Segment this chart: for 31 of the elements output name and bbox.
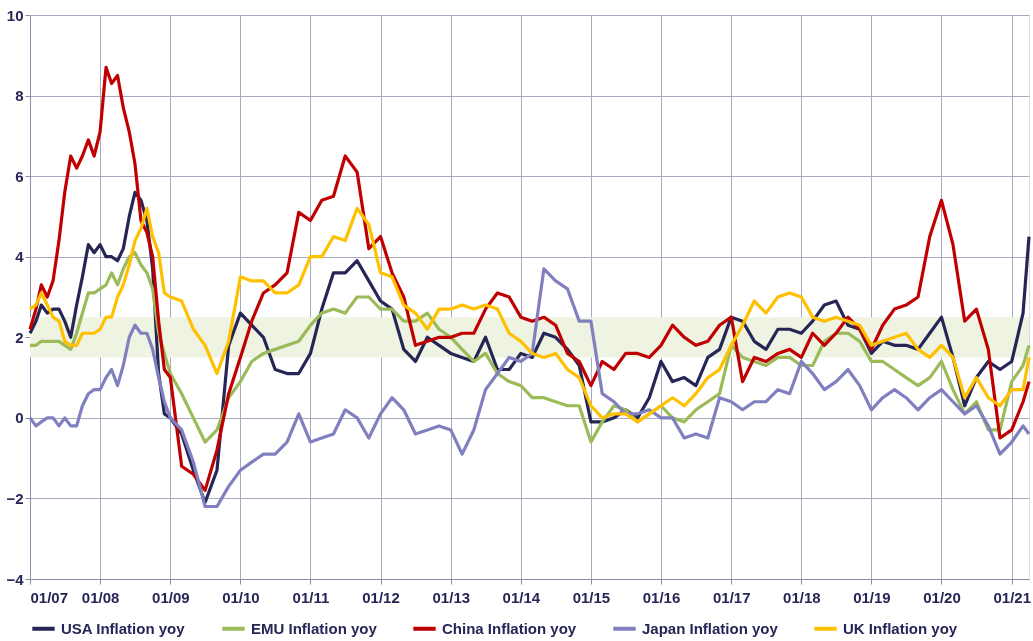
x-tick-label: 01/14: [502, 588, 541, 606]
legend-label: China Inflation yoy: [442, 619, 577, 637]
y-tick-label: −2: [6, 489, 24, 507]
x-tick-label: 01/09: [152, 588, 190, 606]
legend-label: UK Inflation yoy: [843, 619, 958, 637]
line-series: [28, 206, 1031, 424]
x-tick-label: 01/19: [853, 588, 891, 606]
x-tick-label: 01/08: [81, 588, 120, 606]
line-series: [28, 65, 1031, 492]
x-tick-label: 01/12: [362, 588, 400, 606]
line-series: [28, 267, 1031, 509]
x-tick-label: 01/15: [572, 588, 611, 606]
y-tick-label: 6: [15, 167, 24, 185]
x-tick-label: 01/17: [712, 588, 751, 606]
x-tick-label: 01/13: [432, 588, 471, 606]
y-tick-label: 4: [15, 248, 25, 266]
y-tick-label: 2: [15, 328, 24, 346]
x-tick-label: 01/10: [222, 588, 260, 606]
x-tick-label: 01/11: [292, 588, 330, 606]
y-tick-label: −4: [6, 570, 25, 588]
x-tick-label: 01/21: [993, 588, 1031, 606]
x-tick-label: 01/07: [30, 588, 69, 606]
legend-label: USA Inflation yoy: [61, 619, 186, 637]
legend-label: Japan Inflation yoy: [642, 619, 779, 637]
legend-label: EMU Inflation yoy: [251, 619, 378, 637]
x-tick-label: 01/18: [783, 588, 821, 606]
x-tick-label: 01/16: [642, 588, 681, 606]
y-tick-label: 8: [15, 87, 24, 105]
y-tick-label: 10: [6, 6, 24, 24]
y-tick-label: 0: [15, 409, 24, 427]
x-tick-label: 01/20: [923, 588, 961, 606]
